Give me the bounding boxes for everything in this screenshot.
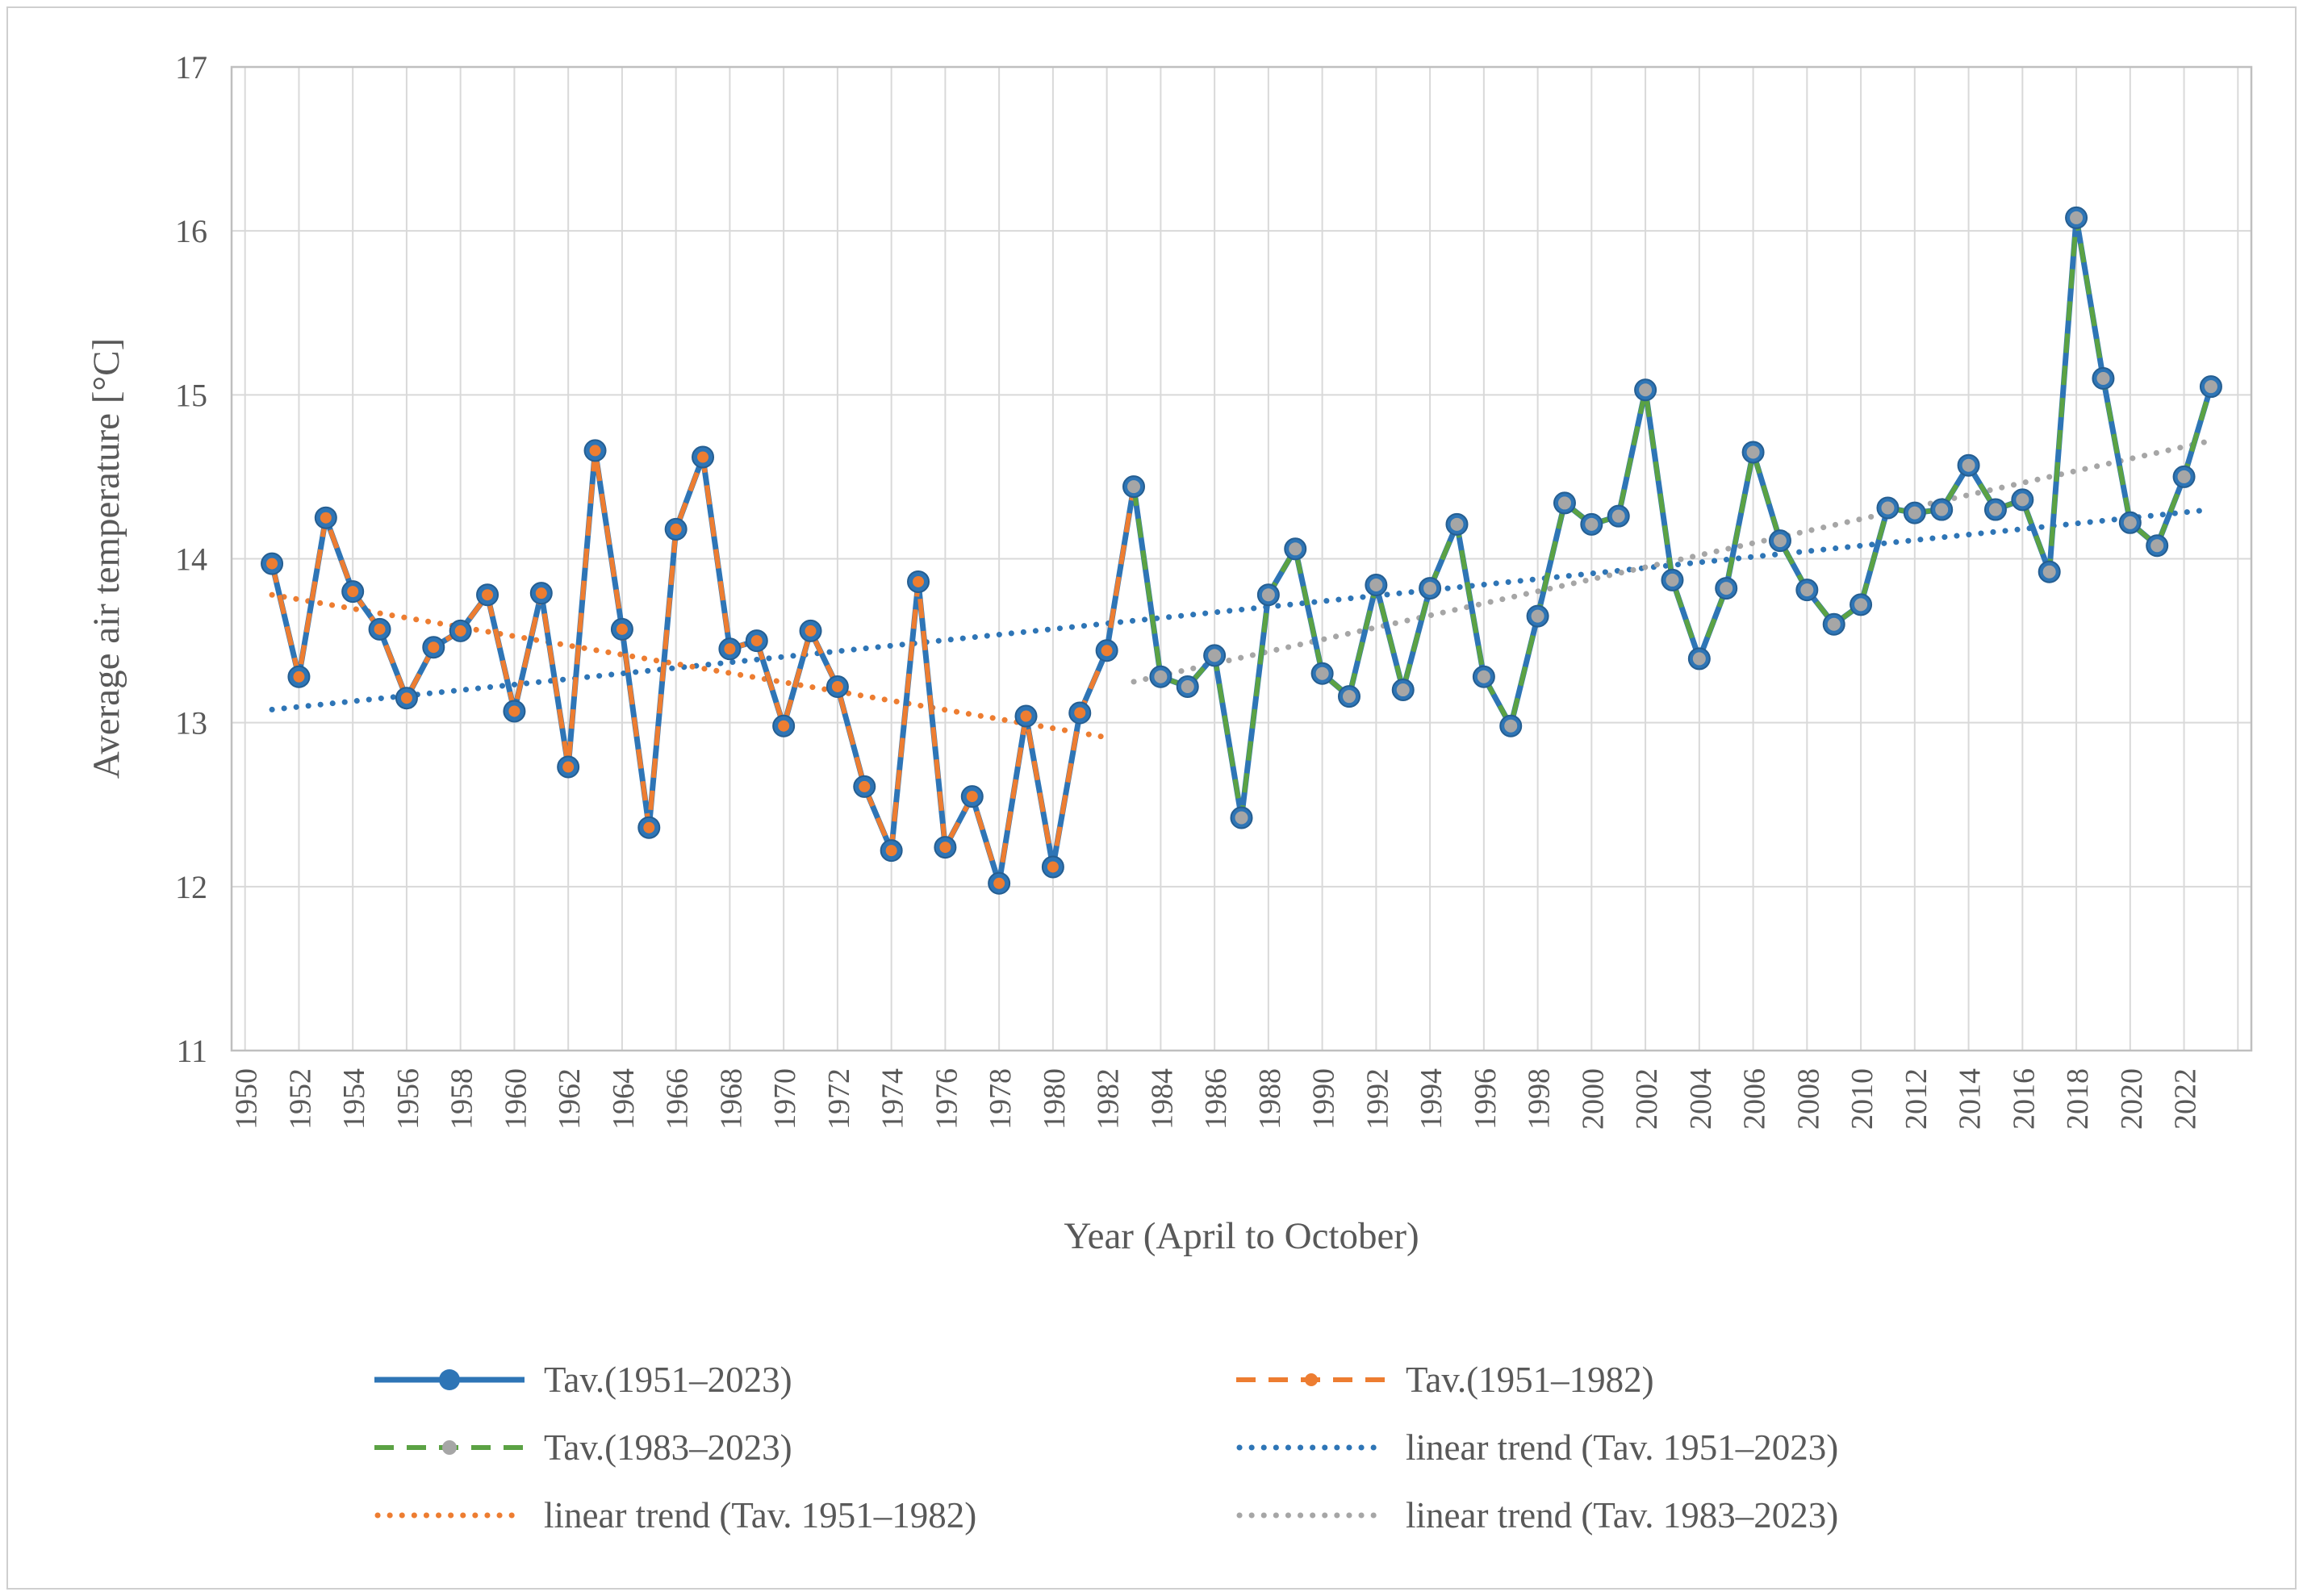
svg-text:1978: 1978 [984,1068,1018,1130]
svg-text:1990: 1990 [1307,1068,1341,1130]
legend-swatch-blue-dotted-icon [1236,1444,1386,1451]
legend-swatch-blue-line-marker-icon [374,1369,525,1390]
legend-swatch-green-dash-marker-icon [374,1440,525,1455]
gridlines [232,66,2251,1051]
legend-swatch-gray-dotted-icon [1236,1512,1386,1519]
legend-label-tav-1951-2023: Tav.(1951–2023) [544,1360,792,1400]
svg-text:1998: 1998 [1523,1068,1557,1130]
legend-swatch-orange-dash-marker-icon [1236,1373,1386,1386]
svg-text:2008: 2008 [1791,1068,1825,1130]
svg-text:13: 13 [175,705,207,742]
svg-text:1962: 1962 [553,1068,587,1130]
svg-text:2012: 2012 [1900,1068,1933,1130]
legend-label-trend-1951-2023: linear trend (Tav. 1951–2023) [1406,1427,1839,1468]
svg-text:1984: 1984 [1145,1068,1179,1130]
svg-text:15: 15 [175,377,207,413]
y-axis-title: Average air temperature [°C] [86,337,127,779]
svg-text:14: 14 [175,541,207,578]
svg-text:2000: 2000 [1576,1068,1610,1130]
legend-swatch-orange-dotted-icon [374,1512,525,1519]
x-axis-title: Year (April to October) [1064,1215,1419,1257]
svg-text:1986: 1986 [1199,1068,1233,1130]
legend-item-trend-1951-2023: linear trend (Tav. 1951–2023) [1235,1427,1838,1469]
legend-item-tav-1951-2023: Tav.(1951–2023) [373,1359,1235,1401]
svg-text:2004: 2004 [1684,1068,1718,1130]
svg-text:2016: 2016 [2007,1068,2041,1130]
svg-text:2014: 2014 [1954,1068,1987,1130]
svg-text:1970: 1970 [768,1068,802,1130]
svg-text:1980: 1980 [1038,1068,1072,1130]
x-axis-tick-labels: 1950 1952 1954 1956 1958 1960 1962 1964 1966 1968… [230,1068,2203,1130]
svg-text:1988: 1988 [1253,1068,1287,1130]
svg-text:2010: 2010 [1845,1068,1879,1130]
svg-text:2002: 2002 [1630,1068,1664,1130]
data-series-lines [269,215,2214,887]
svg-text:17: 17 [175,49,207,86]
legend-item-tav-1983-2023: Tav.(1983–2023) [373,1427,1235,1469]
legend-item-tav-1951-1982: Tav.(1951–1982) [1235,1359,1838,1401]
svg-text:2018: 2018 [2061,1068,2095,1130]
svg-text:2006: 2006 [1738,1068,1772,1130]
plot-border [230,65,2253,1052]
svg-text:2020: 2020 [2115,1068,2149,1130]
svg-text:1996: 1996 [1469,1068,1503,1130]
svg-text:1964: 1964 [607,1068,641,1130]
svg-text:12: 12 [175,869,207,905]
svg-text:1982: 1982 [1092,1068,1126,1130]
svg-text:1950: 1950 [230,1068,264,1130]
legend-label-tav-1983-2023: Tav.(1983–2023) [544,1427,792,1468]
chart-legend: Tav.(1951–2023) Tav.(1951–1982) Tav.(198… [373,1359,1838,1536]
trend-lines [269,437,2214,741]
svg-text:1960: 1960 [499,1068,533,1130]
legend-label-trend-1951-1982: linear trend (Tav. 1951–1982) [544,1495,977,1535]
svg-text:1958: 1958 [445,1068,479,1130]
legend-item-trend-1983-2023: linear trend (Tav. 1983–2023) [1235,1494,1838,1536]
legend-label-trend-1983-2023: linear trend (Tav. 1983–2023) [1406,1495,1839,1535]
svg-text:1954: 1954 [337,1068,371,1130]
svg-text:1976: 1976 [930,1068,963,1130]
y-axis-tick-labels: 11 12 13 14 15 16 17 [175,49,207,1069]
legend-label-tav-1951-1982: Tav.(1951–1982) [1406,1360,1654,1400]
svg-text:2022: 2022 [2169,1068,2203,1130]
svg-text:1968: 1968 [714,1068,748,1130]
legend-item-trend-1951-1982: linear trend (Tav. 1951–1982) [373,1494,1235,1536]
svg-text:11: 11 [176,1033,207,1069]
svg-text:1972: 1972 [822,1068,856,1130]
svg-text:1974: 1974 [876,1068,910,1130]
svg-text:16: 16 [175,213,207,249]
svg-text:1994: 1994 [1415,1068,1448,1130]
svg-text:1966: 1966 [661,1068,695,1130]
data-series-markers [261,206,2222,895]
svg-text:1952: 1952 [283,1068,317,1130]
svg-text:1992: 1992 [1360,1068,1394,1130]
svg-text:1956: 1956 [391,1068,425,1130]
